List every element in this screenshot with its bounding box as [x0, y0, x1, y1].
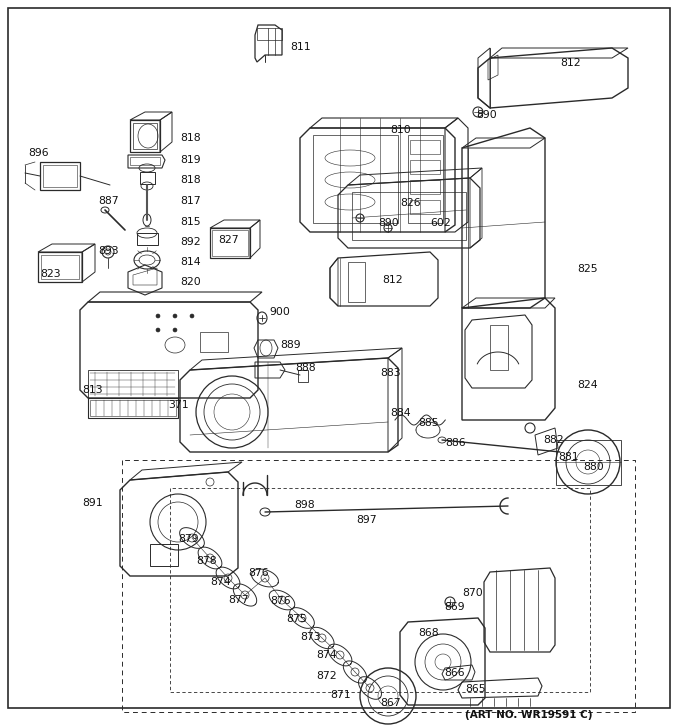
Bar — [150, 544, 178, 566]
Text: 876: 876 — [248, 568, 269, 578]
Bar — [410, 200, 440, 214]
Text: 891: 891 — [82, 498, 103, 508]
Text: 878: 878 — [196, 556, 217, 566]
Text: 873: 873 — [300, 632, 321, 642]
Text: 877: 877 — [228, 595, 249, 605]
Text: 884: 884 — [390, 408, 411, 418]
Bar — [137, 233, 158, 245]
Text: 875: 875 — [286, 614, 307, 624]
Bar — [556, 440, 621, 485]
Text: 893: 893 — [98, 246, 118, 256]
Ellipse shape — [156, 328, 160, 332]
Text: 898: 898 — [294, 500, 315, 510]
Text: 815: 815 — [180, 217, 201, 227]
Text: 818: 818 — [180, 133, 201, 143]
Text: 827: 827 — [218, 235, 239, 245]
Text: 871: 871 — [330, 690, 351, 700]
Text: 879: 879 — [178, 534, 199, 544]
Text: 865: 865 — [465, 684, 486, 694]
Text: 888: 888 — [295, 363, 316, 373]
Text: 866: 866 — [444, 668, 464, 678]
Text: 874: 874 — [210, 577, 231, 587]
Text: 885: 885 — [418, 418, 439, 428]
Text: 826: 826 — [400, 198, 421, 208]
Text: 371: 371 — [168, 400, 188, 410]
Text: 867: 867 — [380, 698, 401, 708]
Text: 880: 880 — [583, 462, 604, 472]
Bar — [140, 172, 155, 184]
Text: 872: 872 — [316, 671, 337, 681]
Text: 897: 897 — [356, 515, 377, 525]
Bar — [352, 192, 466, 240]
Text: 825: 825 — [577, 264, 598, 274]
Text: 823: 823 — [40, 269, 61, 279]
Text: 813: 813 — [82, 385, 103, 395]
Ellipse shape — [173, 328, 177, 332]
Text: 896: 896 — [28, 148, 49, 158]
Bar — [313, 135, 398, 223]
Bar — [410, 160, 440, 174]
Text: 881: 881 — [558, 452, 579, 462]
Bar — [410, 180, 440, 194]
Text: 870: 870 — [462, 588, 483, 598]
Text: 890: 890 — [378, 218, 398, 228]
Text: 811: 811 — [290, 42, 311, 52]
Text: 889: 889 — [280, 340, 301, 350]
Text: 868: 868 — [418, 628, 439, 638]
Ellipse shape — [173, 314, 177, 318]
Text: 892: 892 — [180, 237, 201, 247]
Bar — [410, 140, 440, 154]
Text: 812: 812 — [560, 58, 581, 68]
Text: 602: 602 — [430, 218, 451, 228]
Text: 886: 886 — [445, 438, 466, 448]
Bar — [408, 135, 443, 223]
Text: 876: 876 — [270, 596, 290, 606]
Ellipse shape — [190, 314, 194, 318]
Ellipse shape — [156, 314, 160, 318]
Text: 883: 883 — [380, 368, 401, 378]
Text: 818: 818 — [180, 175, 201, 185]
Text: (ART NO. WR19591 C): (ART NO. WR19591 C) — [465, 710, 592, 720]
Text: 887: 887 — [98, 196, 118, 206]
Bar — [490, 325, 508, 370]
Text: 814: 814 — [180, 257, 201, 267]
Text: 882: 882 — [543, 435, 564, 445]
Text: 890: 890 — [476, 110, 497, 120]
Text: 819: 819 — [180, 155, 201, 165]
Text: 824: 824 — [577, 380, 598, 390]
Text: 812: 812 — [382, 275, 403, 285]
Text: 874: 874 — [316, 650, 337, 660]
Text: 900: 900 — [269, 307, 290, 317]
Bar — [200, 332, 228, 352]
Text: 810: 810 — [390, 125, 411, 135]
Text: 869: 869 — [444, 602, 464, 612]
Text: 820: 820 — [180, 277, 201, 287]
Text: 817: 817 — [180, 196, 201, 206]
